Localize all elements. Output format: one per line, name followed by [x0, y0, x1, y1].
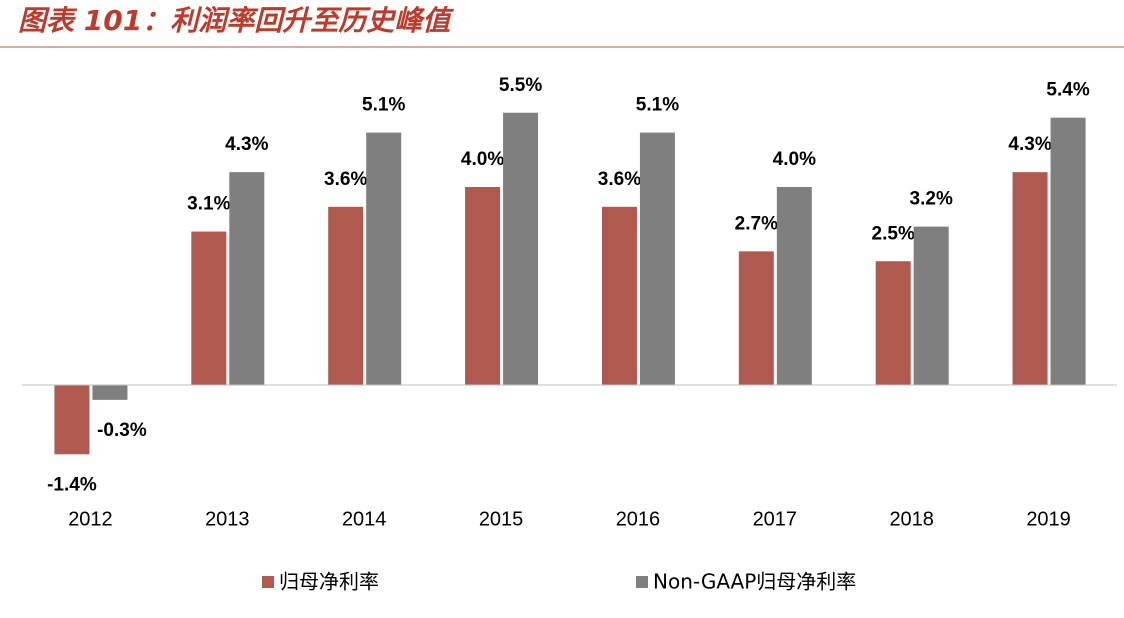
bar	[503, 112, 539, 385]
value-label: 3.6%	[598, 169, 641, 190]
legend-label: Non-GAAP归母净利率	[653, 570, 856, 594]
x-tick-label: 2015	[479, 508, 524, 530]
bar	[776, 187, 812, 385]
x-tick-label: 2012	[68, 508, 113, 530]
bar	[229, 172, 265, 385]
bar	[366, 132, 402, 385]
value-label: 5.5%	[499, 75, 542, 96]
x-tick-label: 2017	[753, 508, 798, 530]
bar	[1050, 117, 1086, 385]
x-tick-label: 2016	[616, 508, 661, 530]
value-label: 3.6%	[324, 169, 367, 190]
value-label: 4.0%	[773, 149, 816, 170]
bar	[328, 206, 364, 385]
value-label: 2.7%	[735, 213, 778, 234]
x-tick-label: 2013	[205, 508, 250, 530]
chart-title: 图表 101：利润率回升至历史峰值	[18, 4, 454, 37]
bar	[913, 226, 949, 385]
x-tick-label: 2014	[342, 508, 387, 530]
legend-swatch	[262, 576, 274, 588]
value-label: -0.3%	[97, 420, 147, 441]
bar	[191, 231, 227, 385]
value-label: 4.3%	[225, 134, 268, 155]
value-label: 4.0%	[461, 149, 504, 170]
value-label: 5.4%	[1046, 80, 1089, 101]
legend-label: 归母净利率	[279, 570, 379, 594]
bar	[54, 385, 90, 455]
bar	[1012, 172, 1048, 385]
x-tick-label: 2018	[889, 508, 934, 530]
value-label: 2.5%	[872, 223, 915, 244]
value-label: 5.1%	[362, 95, 405, 116]
bar	[875, 261, 911, 385]
x-tick-label: 2019	[1026, 508, 1071, 530]
value-label: 5.1%	[636, 95, 679, 116]
bar	[601, 206, 637, 385]
value-label: 4.3%	[1008, 134, 1051, 155]
bar	[92, 385, 128, 400]
value-label: -1.4%	[47, 474, 97, 495]
bar	[639, 132, 675, 385]
legend-swatch	[636, 576, 648, 588]
value-label: 3.2%	[910, 189, 953, 210]
bar	[738, 251, 774, 385]
value-label: 3.1%	[187, 194, 230, 215]
bar	[465, 187, 501, 385]
